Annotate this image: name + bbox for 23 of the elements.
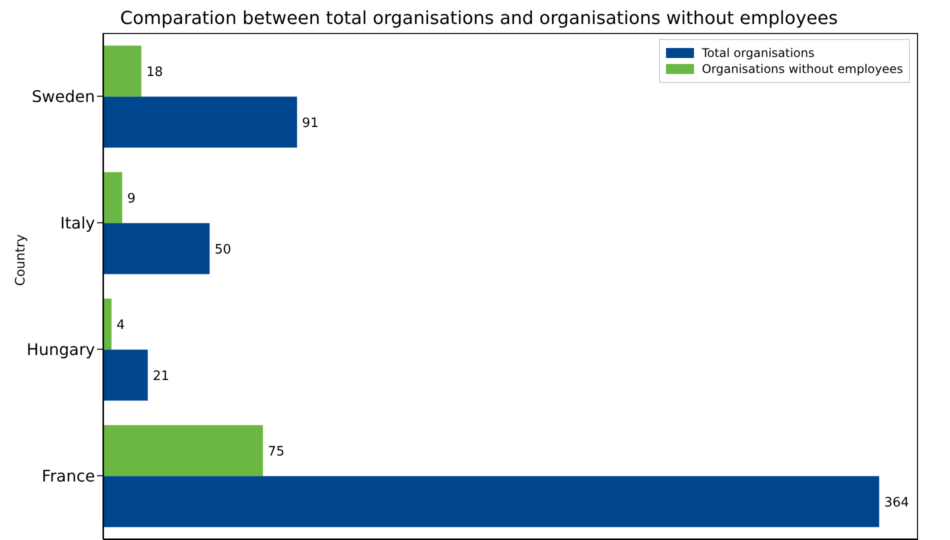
bar xyxy=(103,46,142,97)
data-label: 21 xyxy=(152,368,170,384)
data-label: 9 xyxy=(127,191,136,206)
y-tick-label: Sweden xyxy=(32,86,95,106)
data-label: 364 xyxy=(884,495,910,510)
chart-title: Comparation between total organisations and organisations without employees xyxy=(119,8,839,29)
bar xyxy=(103,476,880,528)
data-label: 18 xyxy=(146,64,163,80)
y-tick-label: Hungary xyxy=(26,340,95,359)
legend-label: Organisations without employees xyxy=(702,62,903,76)
bar xyxy=(103,172,122,224)
y-tick-label: France xyxy=(42,466,95,486)
data-label: 50 xyxy=(214,242,232,258)
y-axis-title: Country xyxy=(14,234,29,286)
bar xyxy=(103,350,148,401)
bar xyxy=(103,425,263,476)
data-label: 4 xyxy=(116,318,125,333)
data-label: 91 xyxy=(302,116,319,131)
bar xyxy=(103,223,210,274)
y-tick-label: Italy xyxy=(60,213,95,232)
data-label: 75 xyxy=(268,444,284,460)
bar xyxy=(103,96,298,148)
legend-label: Total organisations xyxy=(702,46,815,60)
